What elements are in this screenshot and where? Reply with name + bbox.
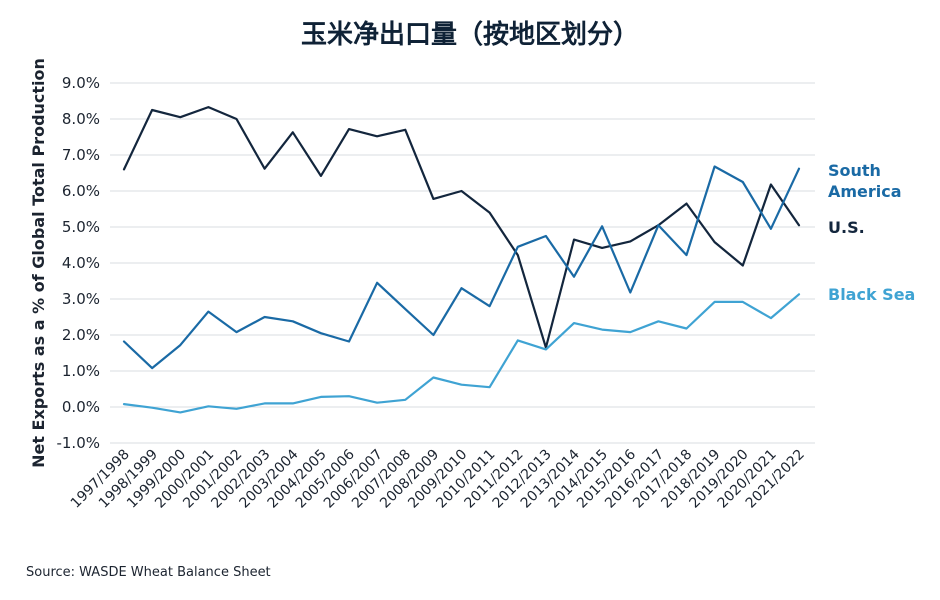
legend-entry: U.S.: [828, 218, 865, 237]
y-tick-label: 1.0%: [62, 362, 100, 380]
y-tick-label: 2.0%: [62, 326, 100, 344]
x-axis-ticks: 1997/19981998/19991999/20002000/20012001…: [68, 446, 808, 511]
series-lines: [122, 105, 801, 414]
y-tick-label: 8.0%: [62, 110, 100, 128]
source-note: Source: WASDE Wheat Balance Sheet: [26, 565, 271, 580]
legend-entry: South: [828, 161, 881, 180]
y-tick-label: 7.0%: [62, 146, 100, 164]
legend: U.S. South America Black Sea: [828, 161, 915, 304]
y-tick-label: 3.0%: [62, 290, 100, 308]
legend-entry: America: [828, 182, 902, 201]
y-axis-label: Net Exports as a % of Global Total Produ…: [29, 58, 48, 468]
series-line-u-s-: [122, 105, 801, 349]
grid-lines: [110, 82, 815, 444]
y-tick-label: 4.0%: [62, 254, 100, 272]
series-line-black-sea: [122, 293, 801, 414]
y-tick-label: 6.0%: [62, 182, 100, 200]
y-tick-label: -1.0%: [56, 434, 100, 452]
y-axis-ticks: -1.0% 0.0% 1.0% 2.0% 3.0% 4.0% 5.0% 6.0% 7.0% 8.0…: [56, 74, 100, 452]
series-line-south-america: [122, 165, 801, 370]
chart-title: 玉米净出口量（按地区划分）: [300, 20, 639, 50]
y-tick-label: 0.0%: [62, 398, 100, 416]
y-tick-label: 9.0%: [62, 74, 100, 92]
y-tick-label: 5.0%: [62, 218, 100, 236]
legend-entry: Black Sea: [828, 285, 915, 304]
